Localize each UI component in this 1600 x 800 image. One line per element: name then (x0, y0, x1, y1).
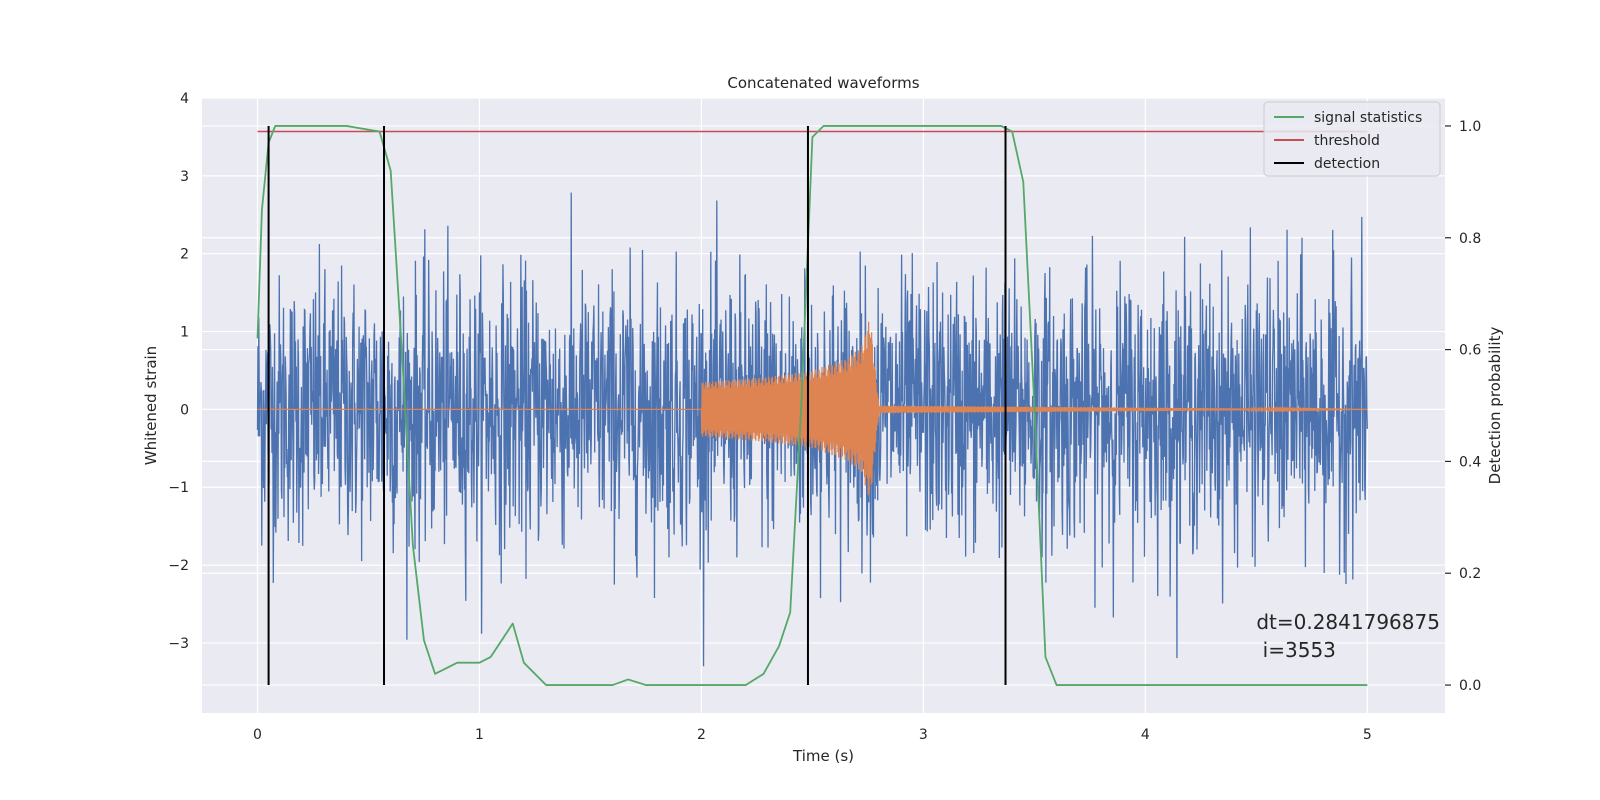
x-tick-label-2: 2 (697, 727, 706, 743)
y-right-tick-label-0: 1.0 (1459, 119, 1481, 135)
x-tick-label-3: 3 (919, 727, 928, 743)
y-left-tick-label-1: 3 (180, 169, 189, 185)
y-right-tick-label-3: 0.4 (1459, 454, 1481, 470)
legend-box (1263, 101, 1441, 177)
annotation-dt: dt=0.2841796875 (1256, 610, 1440, 634)
x-tick-label-4: 4 (1141, 727, 1150, 743)
y-axis-label-left: Whitened strain (142, 346, 160, 465)
x-tick-label-0: 0 (253, 727, 262, 743)
annotation-index: i=3553 (1256, 638, 1336, 662)
y-axis-label-right: Detection probability (1486, 327, 1504, 485)
y-right-tick-label-5: 0.0 (1459, 678, 1481, 694)
x-tick-label-5: 5 (1363, 727, 1372, 743)
x-tick-label-1: 1 (475, 727, 484, 743)
y-left-tick-label-4: 0 (180, 402, 189, 418)
legend: signal statistics threshold detection (1263, 101, 1441, 177)
tick-labels: 0 1 2 3 4 5 4 3 2 1 0 −1 −2 −3 1.0 0.8 0.6 0.4 0.2 0.0 (168, 91, 1481, 743)
y-right-tick-label-1: 0.8 (1459, 231, 1481, 247)
y-left-tick-label-5: −1 (168, 480, 189, 496)
y-right-tick-label-4: 0.2 (1459, 566, 1481, 582)
y-right-tick-label-2: 0.6 (1459, 343, 1481, 359)
series-group (256, 125, 1368, 686)
x-axis-label: Time (s) (792, 747, 854, 765)
y-left-tick-label-7: −3 (168, 636, 189, 652)
legend-label-0: signal statistics (1314, 110, 1422, 126)
y-left-tick-label-3: 1 (180, 325, 189, 341)
plot-area (202, 97, 1445, 713)
chart-title: Concatenated waveforms (727, 74, 919, 92)
legend-label-1: threshold (1314, 133, 1380, 149)
injection-chirp-line (257, 321, 1368, 496)
y-left-tick-label-2: 2 (180, 247, 189, 263)
signal-statistics-line (256, 125, 1368, 686)
y-left-tick-label-6: −2 (168, 558, 189, 574)
y-left-tick-label-0: 4 (180, 91, 189, 107)
legend-label-2: detection (1314, 156, 1380, 172)
